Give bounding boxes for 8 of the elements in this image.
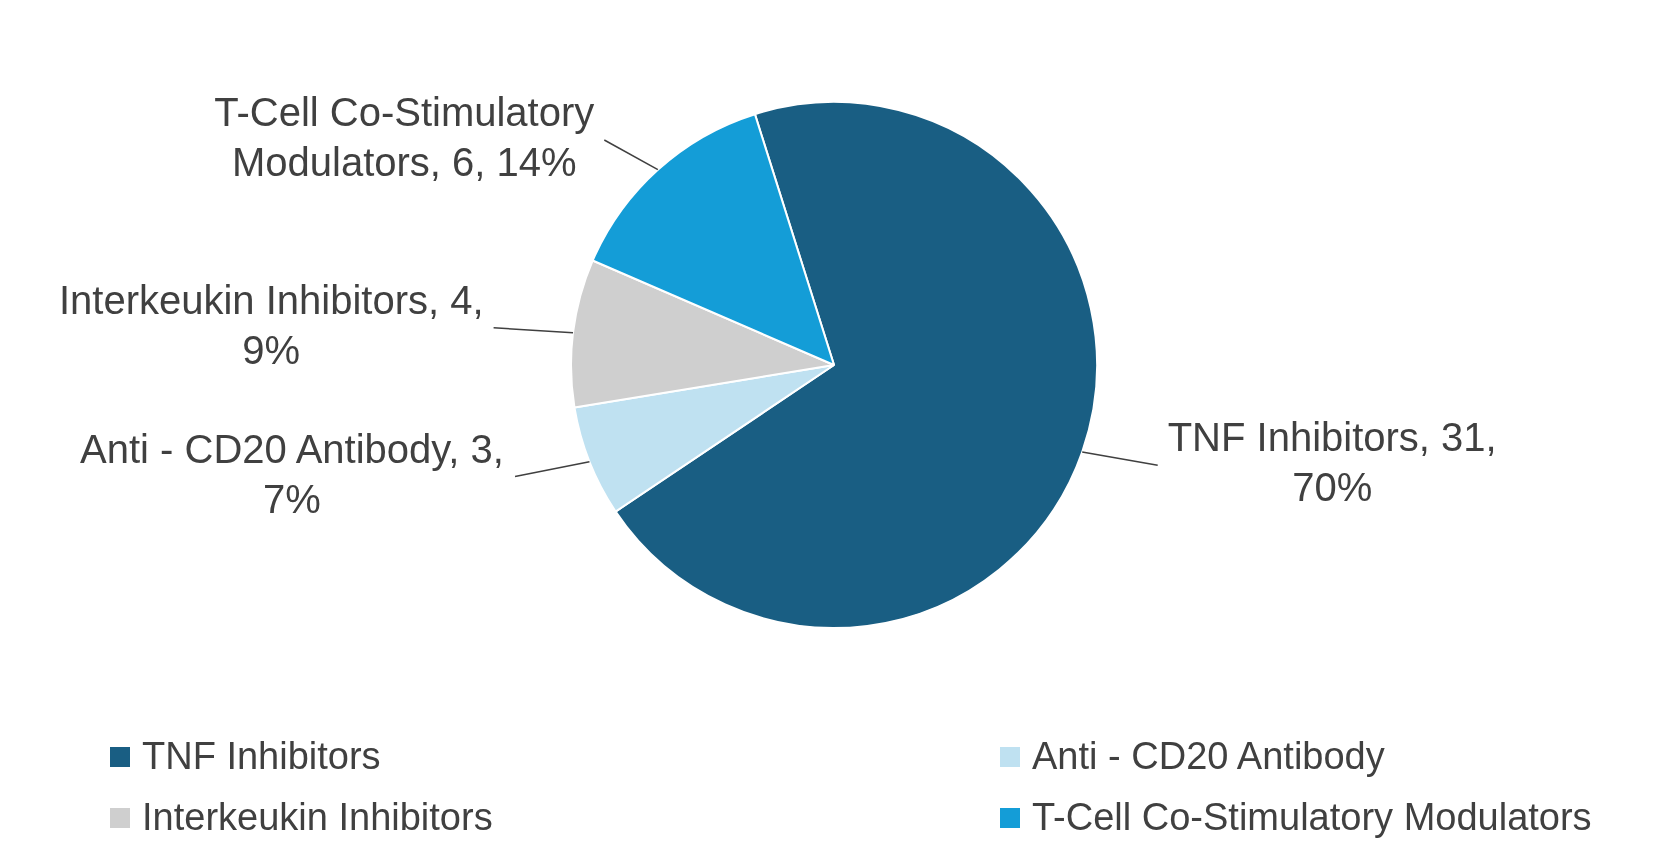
data-label: Interkeukin Inhibitors, 4, 9% bbox=[58, 277, 484, 372]
legend-label: TNF Inhibitors bbox=[142, 735, 381, 778]
data-label: Anti - CD20 Antibody, 3, 7% bbox=[80, 426, 504, 521]
legend-label: Interkeukin Inhibitors bbox=[142, 796, 493, 839]
data-label: TNF Inhibitors, 31, 70% bbox=[1167, 415, 1497, 510]
legend-label: Anti - CD20 Antibody bbox=[1032, 735, 1385, 778]
data-label: T-Cell Co-Stimulatory Modulators, 6, 14% bbox=[214, 90, 595, 185]
legend-label: T-Cell Co-Stimulatory Modulators bbox=[1032, 796, 1592, 839]
